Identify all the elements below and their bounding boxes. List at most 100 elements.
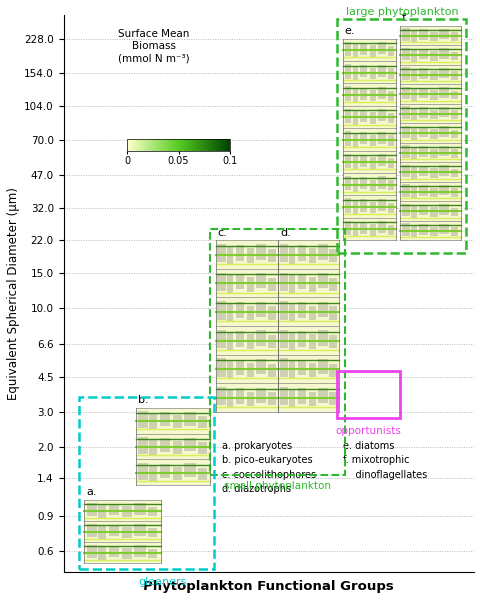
- Bar: [297, 274, 306, 289]
- Bar: [317, 244, 327, 260]
- Bar: [401, 87, 409, 100]
- Bar: [108, 546, 119, 557]
- Bar: [268, 392, 275, 406]
- Bar: [149, 465, 156, 481]
- Bar: [183, 412, 195, 425]
- Bar: [399, 162, 460, 182]
- Bar: [198, 467, 206, 479]
- Bar: [336, 19, 466, 253]
- Bar: [399, 65, 460, 84]
- Text: gleaners: gleaners: [138, 577, 186, 587]
- Bar: [122, 548, 132, 559]
- Bar: [279, 387, 288, 406]
- Bar: [377, 176, 385, 188]
- Bar: [359, 199, 367, 212]
- Bar: [308, 392, 315, 406]
- Bar: [352, 89, 357, 102]
- Bar: [342, 83, 396, 106]
- Bar: [342, 128, 396, 151]
- Bar: [377, 109, 385, 121]
- Bar: [342, 61, 396, 83]
- Bar: [268, 307, 275, 320]
- Bar: [399, 182, 460, 201]
- Bar: [369, 68, 375, 79]
- Bar: [450, 208, 457, 217]
- Bar: [369, 224, 375, 236]
- Bar: [172, 415, 181, 428]
- Bar: [227, 332, 233, 350]
- Bar: [308, 363, 315, 377]
- Bar: [410, 186, 416, 198]
- Bar: [288, 389, 295, 407]
- Bar: [439, 185, 448, 196]
- Bar: [342, 151, 396, 173]
- Bar: [399, 201, 460, 221]
- Bar: [227, 275, 233, 293]
- Bar: [401, 48, 409, 61]
- Bar: [268, 335, 275, 348]
- Bar: [410, 167, 416, 179]
- Bar: [450, 227, 457, 236]
- Bar: [419, 185, 427, 196]
- Bar: [401, 67, 409, 80]
- Bar: [159, 412, 169, 427]
- Bar: [256, 273, 266, 289]
- Bar: [235, 360, 244, 375]
- Bar: [329, 364, 336, 377]
- Bar: [172, 467, 181, 480]
- Bar: [430, 168, 437, 178]
- Bar: [419, 127, 427, 137]
- Bar: [246, 248, 254, 263]
- Bar: [359, 177, 367, 189]
- Bar: [352, 133, 357, 147]
- Bar: [217, 358, 225, 377]
- Bar: [135, 460, 209, 485]
- Bar: [149, 439, 156, 455]
- Bar: [401, 184, 409, 197]
- Bar: [79, 397, 213, 569]
- Bar: [419, 107, 427, 118]
- Bar: [450, 188, 457, 197]
- Bar: [344, 42, 351, 56]
- Bar: [450, 32, 457, 41]
- Text: e.: e.: [344, 26, 355, 36]
- Bar: [84, 542, 160, 563]
- Bar: [352, 111, 357, 125]
- Bar: [410, 50, 416, 62]
- Bar: [288, 304, 295, 321]
- Bar: [419, 68, 427, 79]
- Bar: [227, 247, 233, 264]
- Bar: [159, 464, 169, 478]
- Bar: [215, 269, 278, 298]
- Bar: [401, 28, 409, 41]
- Bar: [344, 176, 351, 190]
- Bar: [410, 108, 416, 120]
- Bar: [278, 269, 338, 298]
- Bar: [387, 91, 393, 101]
- Bar: [278, 240, 338, 269]
- Bar: [148, 507, 157, 517]
- Bar: [209, 229, 344, 475]
- Bar: [439, 87, 448, 98]
- Bar: [377, 42, 385, 54]
- Bar: [419, 166, 427, 176]
- Bar: [288, 361, 295, 379]
- Bar: [246, 277, 254, 292]
- Bar: [352, 66, 357, 80]
- Bar: [369, 179, 375, 191]
- Bar: [235, 274, 244, 289]
- Bar: [430, 90, 437, 100]
- Text: a.: a.: [86, 487, 96, 497]
- Bar: [387, 158, 393, 168]
- Text: a. prokaryotes
b. pico-eukaryotes
c. coccolithophores
d. diazotrophs: a. prokaryotes b. pico-eukaryotes c. coc…: [221, 441, 315, 494]
- Bar: [297, 302, 306, 318]
- Bar: [308, 277, 315, 292]
- Bar: [401, 126, 409, 139]
- Bar: [297, 360, 306, 375]
- Bar: [235, 331, 244, 347]
- Bar: [84, 521, 160, 542]
- Bar: [329, 249, 336, 262]
- Bar: [344, 131, 351, 146]
- Bar: [377, 131, 385, 144]
- Bar: [98, 505, 106, 518]
